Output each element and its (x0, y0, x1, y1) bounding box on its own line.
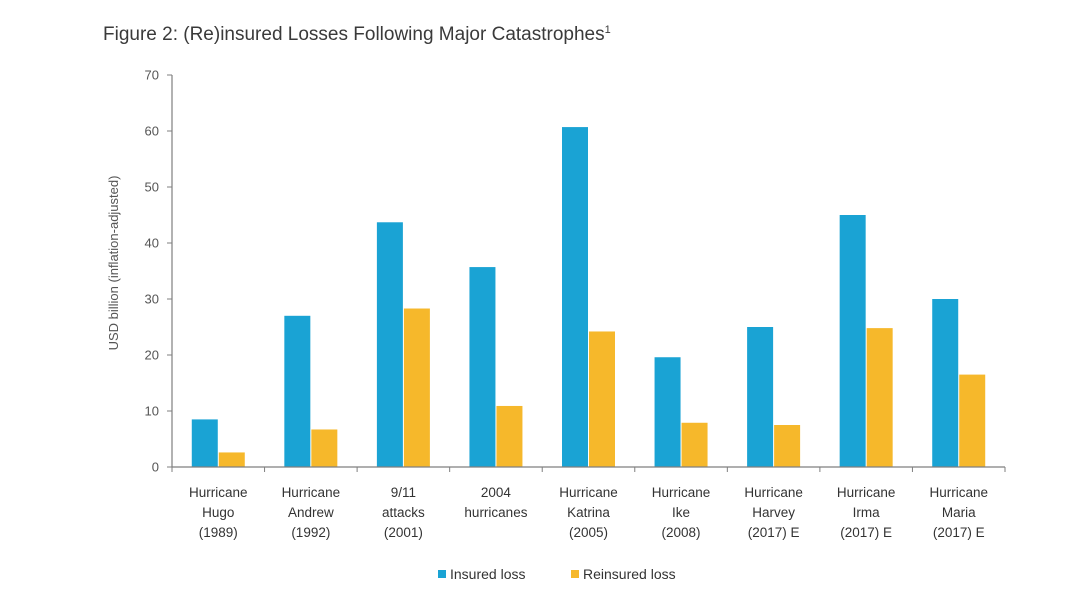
legend-swatch (571, 570, 579, 578)
bar-reinsured-loss (311, 429, 338, 467)
y-tick-label: 20 (145, 348, 159, 363)
bar-insured-loss (654, 357, 681, 467)
legend-label: Insured loss (450, 566, 525, 582)
bar-reinsured-loss (496, 405, 523, 467)
bar-insured-loss (376, 222, 403, 467)
bar-insured-loss (747, 327, 774, 467)
legend-label: Reinsured loss (583, 566, 676, 582)
bar-reinsured-loss (218, 452, 245, 467)
x-category-label: Hurricane Katrina (2005) (559, 485, 618, 540)
y-tick-label: 60 (145, 124, 159, 139)
bar-insured-loss (932, 299, 959, 467)
y-tick-label: 30 (145, 292, 159, 307)
legend: Insured loss Reinsured loss (438, 566, 676, 582)
y-tick-label: 0 (152, 460, 159, 475)
bar-insured-loss (839, 215, 866, 467)
x-category-label: Hurricane Hugo (1989) (189, 485, 248, 540)
chart-title: Figure 2: (Re)insured Losses Following M… (103, 24, 611, 45)
bar-insured-loss (284, 315, 311, 467)
bar-reinsured-loss (774, 425, 801, 467)
y-tick-label: 70 (145, 68, 159, 83)
y-axis-title: USD billion (inflation-adjusted) (106, 176, 121, 351)
x-category-label: 9/11 attacks (2001) (382, 485, 425, 540)
legend-swatch (438, 570, 446, 578)
x-category-label: Hurricane Andrew (1992) (282, 485, 341, 540)
bar-reinsured-loss (403, 308, 430, 467)
x-category-label: Hurricane Ike (2008) (652, 485, 711, 540)
y-tick-label: 10 (145, 404, 159, 419)
bar-reinsured-loss (866, 328, 893, 467)
x-category-label: 2004 hurricanes (464, 485, 527, 520)
bar-insured-loss (469, 267, 496, 467)
bars (171, 127, 1006, 472)
bar-insured-loss (562, 127, 588, 467)
y-tick-label: 50 (145, 180, 159, 195)
x-category-label: Hurricane Irma (2017) E (837, 485, 896, 540)
y-tick-label: 40 (145, 236, 159, 251)
y-axis-ticks: 0 10 20 30 40 50 60 70 (145, 68, 172, 475)
x-category-label: Hurricane Harvey (2017) E (744, 485, 803, 540)
bar-insured-loss (191, 419, 218, 467)
category-labels: Hurricane Hugo (1989) Hurricane Andrew (1992)… (189, 485, 988, 540)
bar-reinsured-loss (681, 422, 708, 467)
bar-reinsured-loss (589, 331, 615, 467)
bar-reinsured-loss (959, 374, 986, 467)
x-category-label: Hurricane Maria (2017) E (929, 485, 988, 540)
